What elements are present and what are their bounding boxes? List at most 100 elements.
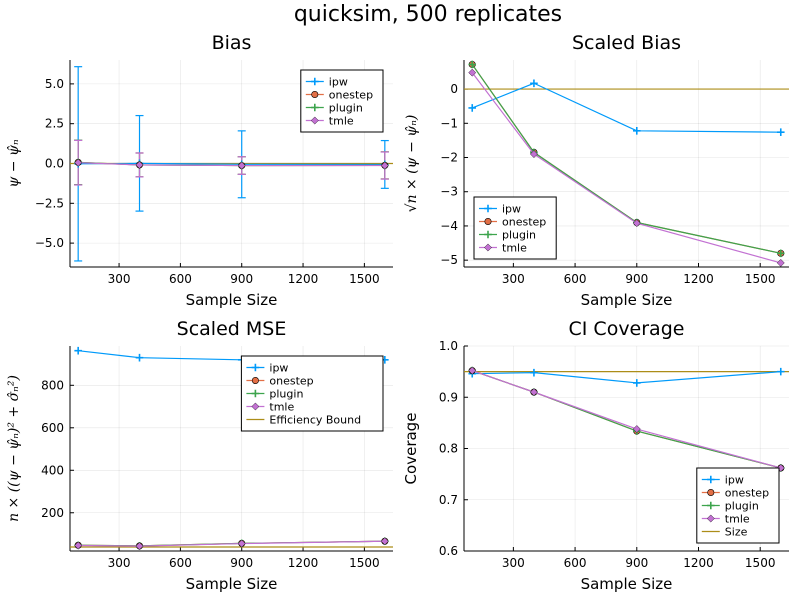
series-line-onestep — [472, 370, 781, 469]
x-tick-label: 1200 — [683, 272, 714, 286]
x-tick-label: 1200 — [288, 272, 319, 286]
legend-marker — [251, 363, 260, 372]
legend-label: onestep — [329, 89, 373, 102]
series-line-plugin — [472, 370, 781, 469]
data-point-tmle — [135, 161, 144, 169]
legend-label: onestep — [725, 487, 769, 500]
data-point-tmle — [468, 366, 477, 375]
y-tick-label: −5 — [440, 253, 458, 267]
series-line-tmle — [78, 540, 385, 547]
x-axis-label: Sample Size — [186, 291, 278, 309]
y-tick-label: 800 — [41, 378, 64, 392]
data-point-ipw — [632, 127, 641, 135]
y-tick-label: 0 — [450, 82, 458, 96]
legend-marker — [251, 402, 260, 411]
data-point-tmle — [237, 539, 246, 548]
x-tick-label: 900 — [625, 556, 648, 570]
y-axis-label: √n × (ψ − ψ̂ₙ) — [404, 115, 420, 213]
x-tick-label: 1200 — [288, 556, 319, 570]
legend-marker — [251, 376, 259, 384]
legend-label: onestep — [269, 375, 313, 388]
x-tick-label: 900 — [230, 272, 253, 286]
y-tick-label: 200 — [41, 506, 64, 520]
data-point-tmle — [237, 161, 246, 170]
x-tick-label: 1500 — [745, 272, 776, 286]
legend-label: tmle — [502, 242, 527, 255]
y-tick-label: 2.5 — [45, 117, 64, 131]
x-tick-label: 300 — [108, 272, 131, 286]
legend-label: plugin — [725, 500, 759, 513]
y-axis-label: Coverage — [402, 413, 420, 485]
data-point-tmle — [74, 541, 83, 550]
y-tick-label: −4 — [440, 219, 458, 233]
data-point-ipw — [776, 128, 785, 136]
series-line-tmle — [78, 162, 385, 167]
legend-label: tmle — [269, 401, 294, 414]
legend-marker — [251, 389, 260, 398]
plot-area — [464, 366, 789, 472]
panel-title: Scaled MSE — [177, 318, 287, 340]
legend-marker — [707, 488, 715, 496]
series-line-tmle — [472, 370, 781, 469]
y-tick-label: 5.0 — [45, 77, 64, 91]
x-axis-label: Sample Size — [581, 291, 673, 309]
data-point-tmle — [632, 425, 641, 433]
data-point-tmle — [380, 161, 389, 170]
panel-scaled-mse: 300 600 900 1200 1500 200 400 600 800 Scaled MSE S… — [6, 318, 393, 593]
data-point-tmle — [135, 542, 144, 550]
legend-label: tmle — [725, 513, 750, 526]
panel-title: Scaled Bias — [572, 32, 681, 54]
data-point-plugin — [776, 249, 785, 258]
series-line-ipw — [472, 371, 781, 384]
plot-area — [70, 66, 393, 262]
y-axis-label: ψ − ψ̂ₙ — [6, 139, 22, 188]
data-point-tmle — [530, 150, 538, 158]
legend-label: plugin — [502, 229, 536, 242]
data-point-ipw — [468, 104, 477, 112]
plot-area — [464, 60, 789, 267]
y-tick-label: −2.5 — [35, 196, 64, 210]
y-tick-label: 0.8 — [439, 442, 458, 456]
legend-marker — [706, 514, 715, 523]
y-tick-label: 0.6 — [439, 544, 458, 558]
x-tick-label: 900 — [230, 556, 253, 570]
legend-label: ipw — [502, 203, 521, 216]
x-tick-label: 600 — [169, 272, 192, 286]
x-tick-label: 300 — [502, 272, 525, 286]
legend-marker — [311, 91, 319, 99]
y-tick-label: 400 — [41, 463, 64, 477]
legend-label: ipw — [329, 76, 348, 89]
legend-marker — [311, 103, 319, 112]
legend-marker — [484, 230, 492, 239]
x-tick-label: 1500 — [349, 272, 380, 286]
legend-label: Efficiency Bound — [269, 414, 361, 427]
x-tick-label: 300 — [108, 556, 131, 570]
x-tick-label: 1200 — [683, 556, 714, 570]
data-point-plugin — [468, 60, 477, 69]
x-axis-label: Sample Size — [581, 575, 673, 593]
legend-marker — [707, 475, 715, 484]
legend-box — [240, 355, 384, 432]
y-tick-label: −5.0 — [35, 236, 64, 250]
series-line-plugin — [471, 64, 781, 254]
data-point-ipw — [530, 79, 538, 88]
legend-label: plugin — [269, 388, 303, 401]
y-tick-label: 600 — [41, 421, 64, 435]
x-tick-label: 1500 — [349, 556, 380, 570]
legend-marker — [310, 116, 319, 125]
legend-label: ipw — [725, 474, 744, 487]
series-line-ipw — [472, 82, 781, 133]
panel-title: CI Coverage — [569, 318, 685, 340]
x-tick-label: 600 — [169, 556, 192, 570]
legend-marker — [311, 77, 319, 86]
panel-bias: 300 600 900 1200 1500 −5.0 −2.5 0.0 2.5 5.0 Bias Sa… — [6, 32, 393, 309]
data-point-tmle — [530, 388, 538, 397]
legend-marker — [484, 204, 492, 213]
figure-suptitle: quicksim, 500 replicates — [294, 2, 562, 27]
data-point-ipw — [530, 368, 538, 377]
data-point-tmle — [380, 537, 389, 546]
